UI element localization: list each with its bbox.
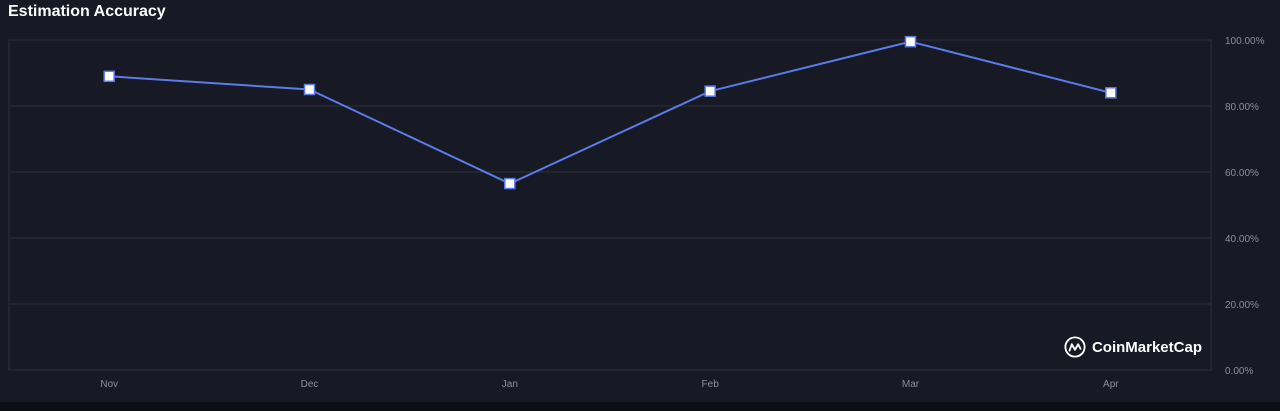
x-tick-label: Apr [1103,379,1119,390]
y-tick-label: 20.00% [1225,300,1259,311]
bottom-bar [0,402,1280,411]
plot-frame [8,39,1212,371]
data-point-marker[interactable] [704,85,716,97]
line-chart: 0.00% 20.00% 40.00% 60.00% 80.00% 100.00% Nov… [8,35,1265,390]
data-markers [103,35,1117,190]
coinmarketcap-watermark: CoinMarketCap [1064,336,1202,358]
data-point-marker[interactable] [504,177,516,190]
y-tick-label: 60.00% [1225,168,1259,179]
data-point-marker[interactable] [303,83,316,96]
x-tick-label: Jan [502,379,518,390]
x-tick-label: Dec [301,379,319,390]
chart-header: Estimation Accuracy [0,0,1280,30]
chart-area: 0.00% 20.00% 40.00% 60.00% 80.00% 100.00% Nov… [0,30,1280,402]
y-tick-label: 40.00% [1225,234,1259,245]
coinmarketcap-logo-icon [1064,336,1086,358]
y-tick-label: 100.00% [1225,36,1265,47]
brand-name: CoinMarketCap [1091,338,1202,356]
x-axis-ticks: Nov Dec Jan Feb Mar Apr [100,379,1119,390]
chart-title: Estimation Accuracy [8,3,166,20]
data-point-marker[interactable] [103,70,115,83]
x-tick-label: Feb [702,379,720,390]
y-tick-label: 80.00% [1225,102,1259,113]
x-tick-label: Nov [100,379,118,390]
y-tick-label: 0.00% [1225,366,1253,377]
x-tick-label: Mar [902,379,920,390]
data-point-marker[interactable] [904,35,917,48]
data-point-marker[interactable] [1105,87,1117,99]
series-line [109,40,1112,185]
y-axis-ticks: 0.00% 20.00% 40.00% 60.00% 80.00% 100.00% [1225,36,1265,377]
grid-lines [9,105,1211,305]
